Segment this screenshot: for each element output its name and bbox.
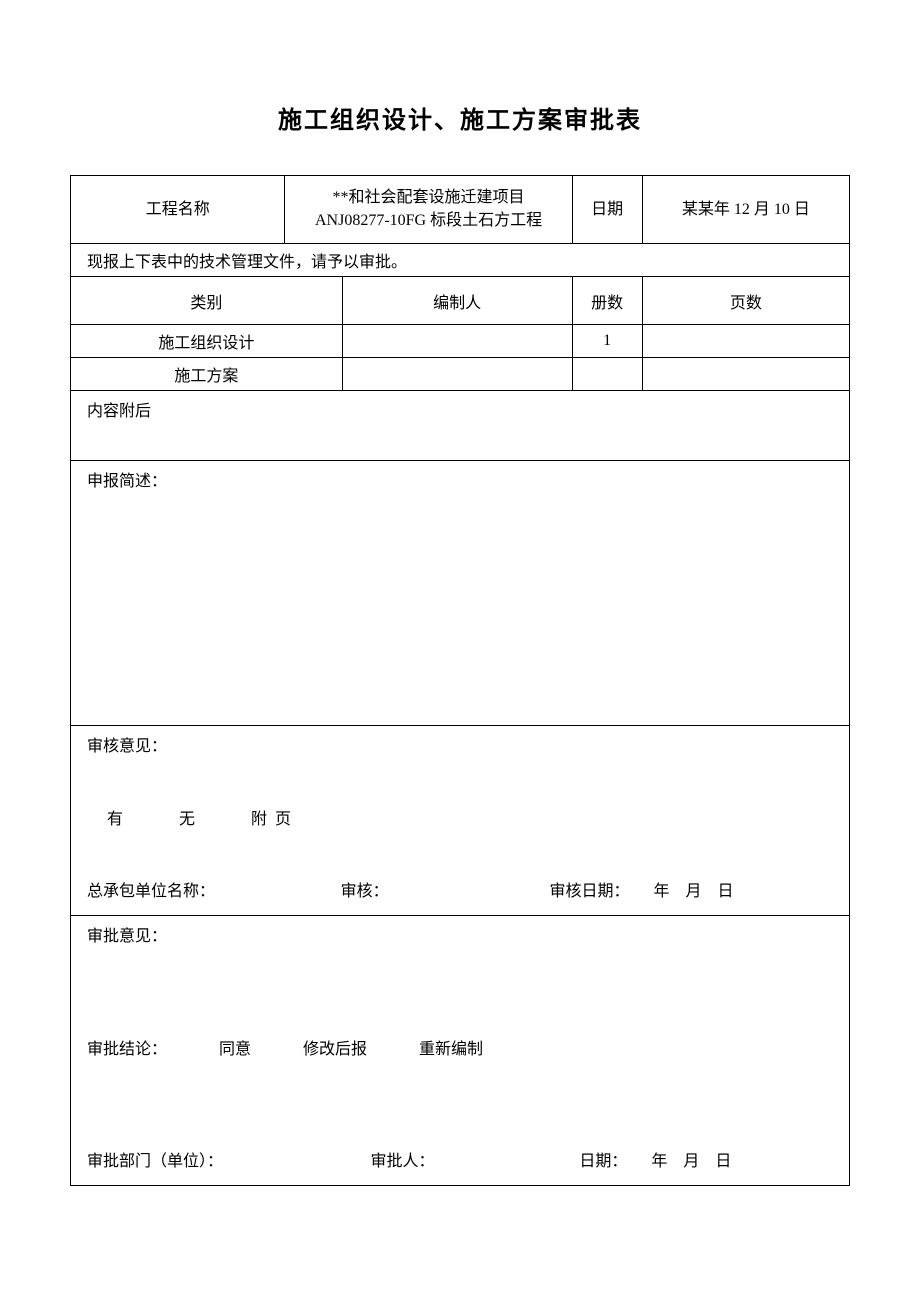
description-row: 申报简述： <box>71 461 850 726</box>
col-volumes: 册数 <box>572 277 642 325</box>
content-attached-row: 内容附后 <box>71 391 850 461</box>
note-row: 现报上下表中的技术管理文件，请予以审批。 <box>71 244 850 277</box>
plan-author <box>342 358 572 391</box>
description-cell: 申报简述： <box>71 461 850 726</box>
design-category: 施工组织设计 <box>71 325 343 358</box>
review-opt-yes: 有 <box>107 811 131 828</box>
date-label-cell: 日期 <box>572 176 642 244</box>
review-row: 审核意见： 有 无 附页 总承包单位名称： 审核： 审核日期： 年 月 日 <box>71 726 850 916</box>
project-label-cell: 工程名称 <box>71 176 285 244</box>
approval-label: 审批意见： <box>87 922 833 946</box>
header-row: 工程名称 **和社会配套设施迁建项目 ANJ08277-10FG 标段土石方工程… <box>71 176 850 244</box>
note-cell: 现报上下表中的技术管理文件，请予以审批。 <box>71 244 850 277</box>
col-author: 编制人 <box>342 277 572 325</box>
content-attached-cell: 内容附后 <box>71 391 850 461</box>
review-label: 审核意见： <box>87 732 833 756</box>
row-design: 施工组织设计 1 <box>71 325 850 358</box>
design-volumes: 1 <box>572 325 642 358</box>
approval-opt-agree: 同意 <box>219 1041 251 1058</box>
approval-approver-label: 审批人： <box>370 1147 579 1171</box>
approval-conclusion-label: 审批结论： <box>87 1041 167 1058</box>
col-category: 类别 <box>71 277 343 325</box>
plan-category: 施工方案 <box>71 358 343 391</box>
plan-pages <box>642 358 849 391</box>
approval-conclusion: 审批结论： 同意 修改后报 重新编制 <box>87 1035 833 1059</box>
approval-signature-line: 审批部门（单位）： 审批人： 日期： 年 月 日 <box>87 1147 833 1179</box>
review-reviewer-label: 审核： <box>341 877 550 901</box>
design-author <box>342 325 572 358</box>
col-pages: 页数 <box>642 277 849 325</box>
review-content: 审核意见： 有 无 附页 总承包单位名称： 审核： 审核日期： 年 月 日 <box>87 732 833 909</box>
review-opt-page: 附页 <box>251 811 299 828</box>
review-options: 有 无 附页 <box>87 805 833 829</box>
plan-volumes <box>572 358 642 391</box>
project-name-text: **和社会配套设施迁建项目 ANJ08277-10FG 标段土石方工程 <box>293 187 563 232</box>
approval-row: 审批意见： 审批结论： 同意 修改后报 重新编制 审批部门（单位）： 审批人： … <box>71 916 850 1186</box>
review-unit-label: 总承包单位名称： <box>87 877 341 901</box>
row-plan: 施工方案 <box>71 358 850 391</box>
review-cell: 审核意见： 有 无 附页 总承包单位名称： 审核： 审核日期： 年 月 日 <box>71 726 850 916</box>
review-date: 审核日期： 年 月 日 <box>550 877 833 901</box>
approval-content: 审批意见： 审批结论： 同意 修改后报 重新编制 审批部门（单位）： 审批人： … <box>87 922 833 1179</box>
review-opt-no: 无 <box>179 811 203 828</box>
approval-opt-redo: 重新编制 <box>419 1041 483 1058</box>
review-signature-line: 总承包单位名称： 审核： 审核日期： 年 月 日 <box>87 877 833 909</box>
project-name-cell: **和社会配套设施迁建项目 ANJ08277-10FG 标段土石方工程 <box>285 176 572 244</box>
column-header-row: 类别 编制人 册数 页数 <box>71 277 850 325</box>
date-value-cell: 某某年 12 月 10 日 <box>642 176 849 244</box>
approval-opt-modify: 修改后报 <box>303 1041 367 1058</box>
approval-dept-label: 审批部门（单位）： <box>87 1147 370 1171</box>
approval-date: 日期： 年 月 日 <box>579 1147 833 1171</box>
approval-cell: 审批意见： 审批结论： 同意 修改后报 重新编制 审批部门（单位）： 审批人： … <box>71 916 850 1186</box>
design-pages <box>642 325 849 358</box>
page-title: 施工组织设计、施工方案审批表 <box>70 100 850 135</box>
approval-form-table: 工程名称 **和社会配套设施迁建项目 ANJ08277-10FG 标段土石方工程… <box>70 175 850 1186</box>
